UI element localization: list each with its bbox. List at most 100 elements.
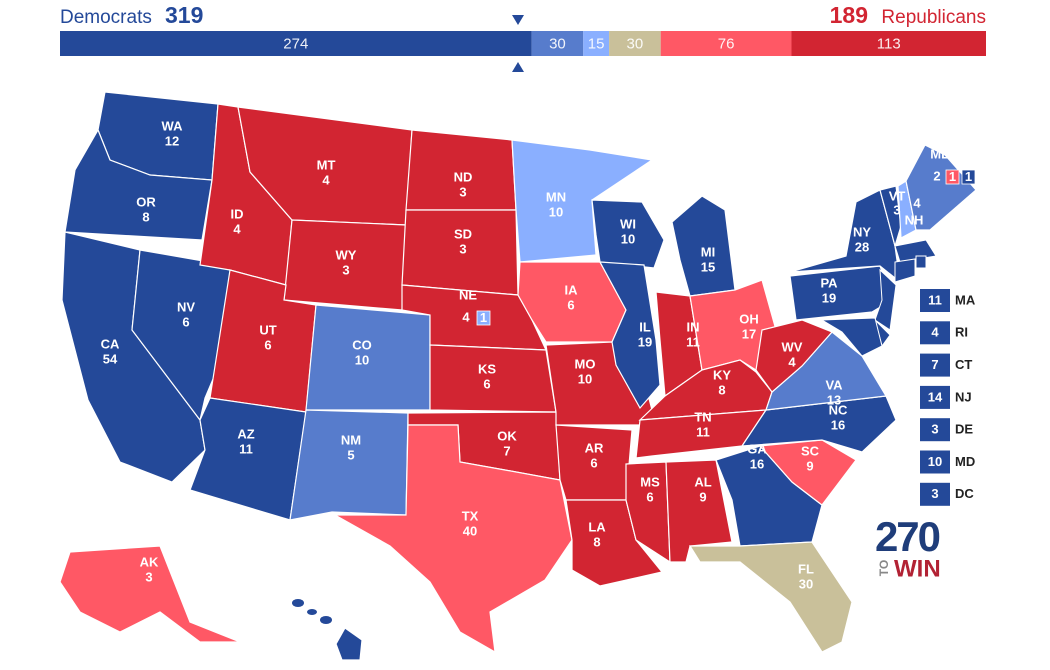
state-votes: 3 — [145, 569, 152, 584]
state-shape — [635, 409, 768, 459]
state-votes: 19 — [638, 334, 652, 349]
state-votes: 3 — [893, 202, 900, 217]
district-votes: 1 — [949, 169, 956, 184]
island-shape — [320, 616, 332, 624]
state-label: WV — [782, 339, 803, 354]
bar-segment — [609, 31, 661, 56]
callout-box — [920, 450, 950, 474]
state-label: NC — [829, 402, 848, 417]
state-label: OH — [739, 311, 759, 326]
state-shape — [591, 199, 665, 269]
state-label: AZ — [237, 426, 254, 441]
state-votes: 10 — [621, 231, 635, 246]
state-votes: 6 — [646, 489, 653, 504]
state-shape — [688, 541, 853, 653]
state-shape — [625, 461, 671, 564]
callout-votes: 3 — [931, 486, 938, 501]
state-label: IN — [687, 319, 700, 334]
state-votes: 10 — [549, 204, 563, 219]
state-votes: 40 — [463, 523, 477, 538]
district-box — [961, 169, 976, 185]
state-label: GA — [747, 441, 767, 456]
state-label: MS — [640, 474, 660, 489]
state-label: VA — [825, 377, 843, 392]
state-votes: 54 — [103, 351, 118, 366]
state-votes: 11 — [696, 424, 710, 439]
state-shape — [905, 144, 977, 231]
state-label: KS — [478, 361, 496, 376]
state-shape — [511, 139, 654, 263]
callout-label: MD — [955, 454, 975, 469]
state-label: NM — [341, 432, 361, 447]
state-shape — [429, 344, 557, 413]
state-label: SD — [454, 226, 472, 241]
bar-segment — [531, 31, 584, 56]
callout-votes: 4 — [931, 325, 939, 340]
state-votes: 6 — [264, 337, 271, 352]
state-votes: 6 — [182, 314, 189, 329]
state-votes: 8 — [593, 534, 600, 549]
callout-label: NJ — [955, 389, 972, 404]
state-votes: 4 — [788, 354, 796, 369]
callout-box — [920, 385, 950, 409]
state-votes: 13 — [827, 392, 841, 407]
callout-votes: 14 — [928, 389, 943, 404]
state-label: PA — [820, 275, 838, 290]
state-votes: 4 — [233, 221, 241, 236]
callout-label: RI — [955, 325, 968, 340]
state-votes: 5 — [347, 447, 354, 462]
state-label: MT — [317, 157, 336, 172]
island-shape — [292, 599, 304, 607]
state-label: NE — [459, 287, 477, 302]
state-votes: 19 — [822, 290, 836, 305]
callout-label: DC — [955, 486, 974, 501]
state-label: WA — [162, 118, 184, 133]
state-label: AR — [585, 440, 604, 455]
state-votes: 9 — [806, 458, 813, 473]
state-votes: 4 — [322, 172, 330, 187]
logo-to: TO — [877, 560, 891, 576]
state-shape — [289, 409, 409, 521]
republicans-total: 189 — [830, 2, 868, 28]
state-votes: 10 — [355, 352, 369, 367]
state-shape — [59, 545, 241, 643]
state-votes: 6 — [567, 297, 574, 312]
state-shape — [820, 317, 883, 357]
state-label: AL — [694, 474, 711, 489]
state-label: WY — [336, 247, 357, 262]
callout-box — [920, 353, 950, 377]
state-shape — [335, 627, 363, 661]
majority-marker-bottom — [512, 62, 524, 72]
callout-label: MA — [955, 292, 976, 307]
state-label: TX — [462, 508, 479, 523]
callout-votes: 11 — [928, 292, 942, 307]
state-votes: 6 — [590, 455, 597, 470]
bar-segment-label: 30 — [549, 35, 566, 52]
bar-segment-label: 15 — [588, 35, 605, 52]
state-label: IA — [565, 282, 579, 297]
state-label: NV — [177, 299, 195, 314]
state-label: UT — [259, 322, 276, 337]
district-box — [945, 169, 960, 185]
callout-box — [920, 482, 950, 506]
bar-segment-label: 274 — [283, 35, 308, 52]
logo-number: 270 — [875, 513, 940, 560]
state-shape — [915, 255, 927, 269]
logo-win: WIN — [894, 555, 941, 582]
bar-segment-label: 113 — [877, 35, 901, 52]
state-votes: 30 — [799, 576, 813, 591]
state-votes: 4 — [318, 644, 326, 659]
state-label: MI — [701, 244, 715, 259]
state-shape — [874, 268, 897, 331]
state-label: OR — [136, 194, 156, 209]
bar-segment-label: 30 — [627, 35, 644, 52]
state-votes: 3 — [342, 262, 349, 277]
state-label: NH — [905, 212, 924, 227]
state-label: MO — [575, 356, 596, 371]
state-label: LA — [588, 519, 606, 534]
democrats-label: Democrats — [60, 7, 152, 28]
district-votes: 1 — [480, 310, 487, 325]
state-shape — [189, 397, 307, 521]
bar-segment-label: 76 — [718, 35, 735, 52]
